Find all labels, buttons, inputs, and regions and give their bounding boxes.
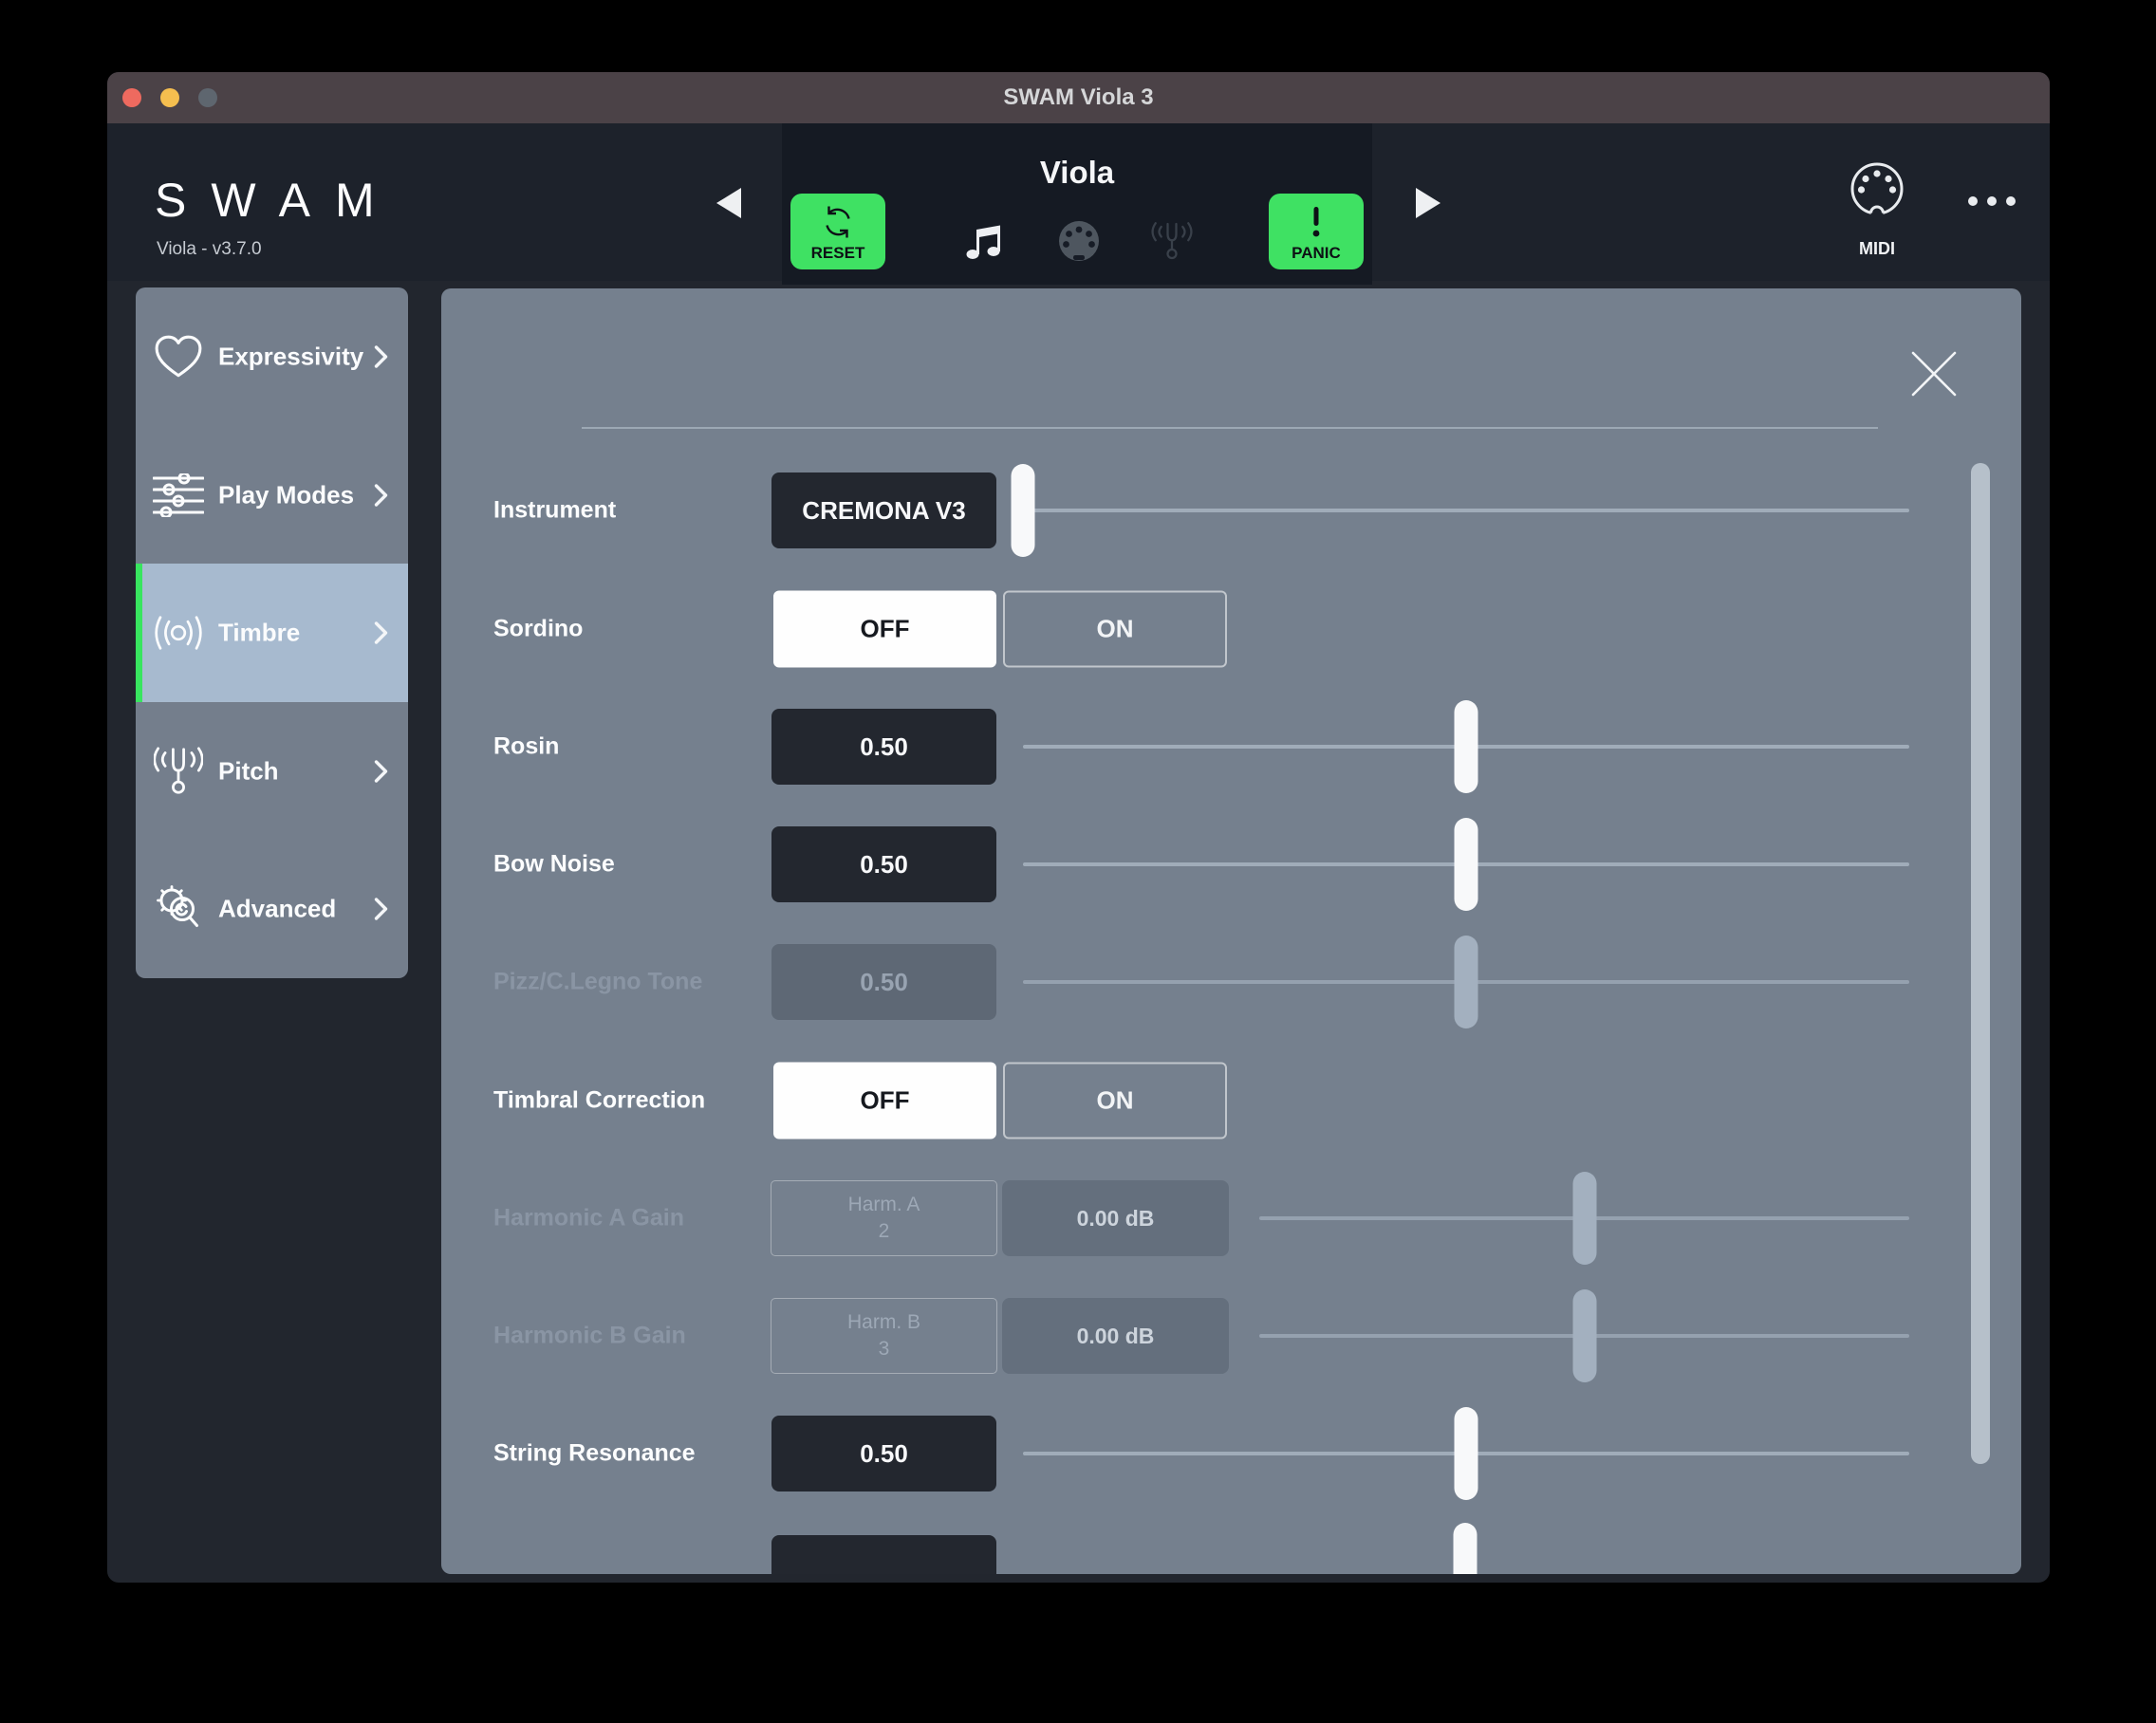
chevron-right-icon — [374, 345, 388, 369]
off-button[interactable]: OFF — [773, 590, 996, 668]
param-label: Rosin — [493, 732, 560, 760]
midi-label: MIDI — [1859, 239, 1895, 258]
reset-button[interactable]: RESET — [790, 194, 885, 269]
panel-scrollbar[interactable] — [1971, 463, 1990, 1464]
header-bar: SWAM Viola - v3.7.0 Viola RESET PANIC — [107, 123, 2050, 285]
midi-din-icon[interactable] — [1058, 220, 1100, 262]
slider-handle[interactable] — [1454, 1407, 1478, 1500]
param-row-instrument: Instrument CREMONA V3 — [441, 452, 2021, 569]
mixer-icon — [151, 465, 206, 526]
param-value-button[interactable]: CREMONA V3 — [771, 472, 996, 548]
param-value-button[interactable]: 0.50 — [771, 709, 996, 785]
param-row-pizz-c-legno-tone: Pizz/C.Legno Tone 0.50 — [441, 923, 2021, 1041]
panic-button[interactable]: PANIC — [1269, 194, 1364, 269]
slider-handle[interactable] — [1572, 1289, 1596, 1382]
slider-handle[interactable] — [1454, 936, 1478, 1028]
param-value-button[interactable]: 0.50 — [771, 944, 996, 1020]
sidebar-item-label: Expressivity — [218, 342, 364, 371]
timbre-icon — [151, 602, 206, 663]
sidebar-item-label: Play Modes — [218, 480, 355, 509]
sidebar-item-label: Pitch — [218, 756, 279, 786]
sidebar-item-play-modes[interactable]: Play Modes — [136, 426, 408, 565]
music-note-icon[interactable] — [963, 220, 1005, 262]
tuning-fork-icon — [151, 741, 206, 802]
param-value-button[interactable] — [771, 1535, 996, 1574]
param-row-partial — [441, 1512, 2021, 1574]
titlebar: SWAM Viola 3 — [107, 72, 2050, 123]
chevron-right-icon — [374, 483, 388, 507]
slider-handle[interactable] — [1011, 464, 1035, 557]
panic-label: PANIC — [1292, 244, 1341, 262]
panic-icon — [1297, 203, 1335, 246]
param-label: String Resonance — [493, 1439, 696, 1467]
preset-center-block: Viola RESET PANIC — [782, 123, 1372, 285]
window-title: SWAM Viola 3 — [1003, 84, 1154, 110]
timbre-panel: Instrument CREMONA V3 Sordino OFF ON Rosin 0.5… — [441, 288, 2021, 1574]
param-value-button[interactable]: 0.50 — [771, 1416, 996, 1491]
slider-handle[interactable] — [1454, 818, 1478, 911]
advanced-icon — [151, 879, 206, 939]
menu-dots-button[interactable] — [1968, 196, 2016, 206]
next-preset-arrow[interactable] — [1416, 188, 1440, 218]
close-traffic-button[interactable] — [122, 88, 141, 107]
chevron-right-icon — [374, 898, 388, 921]
sidebar-item-label: Timbre — [218, 618, 301, 647]
sidebar-item-expressivity[interactable]: Expressivity — [136, 287, 408, 426]
sidebar-item-timbre[interactable]: Timbre — [136, 564, 408, 703]
param-label: Sordino — [493, 615, 584, 642]
slider-handle[interactable] — [1572, 1172, 1596, 1265]
swam-logo: SWAM — [155, 174, 400, 227]
prev-preset-arrow[interactable] — [716, 188, 741, 218]
on-button[interactable]: ON — [1003, 1062, 1227, 1139]
param-row-rosin: Rosin 0.50 — [441, 688, 2021, 806]
param-row-harmonic-b-gain: Harmonic B Gain Harm. B 3 0.00 dB — [441, 1277, 2021, 1395]
chevron-right-icon — [374, 759, 388, 783]
off-button[interactable]: OFF — [773, 1062, 996, 1139]
param-label: Bow Noise — [493, 850, 615, 878]
version-label: Viola - v3.7.0 — [157, 239, 262, 259]
tuning-fork-icon-header[interactable] — [1151, 220, 1193, 262]
plugin-window: SWAM Viola 3 SWAM Viola - v3.7.0 Viola R… — [107, 72, 2050, 1583]
reset-label: RESET — [810, 244, 865, 262]
slider-handle[interactable] — [1453, 1523, 1478, 1574]
reset-icon — [819, 203, 857, 246]
slider-track[interactable] — [1023, 509, 1909, 512]
sidebar-item-advanced[interactable]: Advanced — [136, 840, 408, 978]
sidebar-item-label: Advanced — [218, 894, 337, 923]
midi-icon[interactable] — [1849, 161, 1905, 225]
heart-icon — [151, 326, 206, 387]
param-row-harmonic-a-gain: Harmonic A Gain Harm. A 2 0.00 dB — [441, 1159, 2021, 1277]
param-value-button[interactable]: 0.50 — [771, 826, 996, 902]
chevron-right-icon — [374, 621, 388, 645]
zoom-traffic-button[interactable] — [198, 88, 217, 107]
param-label: Timbral Correction — [493, 1086, 706, 1114]
close-panel-icon[interactable] — [1909, 349, 1959, 398]
param-label: Instrument — [493, 496, 617, 524]
param-row-timbral-correction: Timbral Correction OFF ON — [441, 1042, 2021, 1159]
param-label: Harmonic A Gain — [493, 1204, 684, 1232]
harmonic-db-button[interactable]: 0.00 dB — [1002, 1180, 1229, 1256]
param-label: Harmonic B Gain — [493, 1322, 686, 1349]
preset-name: Viola — [1039, 155, 1115, 190]
param-row-bow-noise: Bow Noise 0.50 — [441, 806, 2021, 923]
minimize-traffic-button[interactable] — [160, 88, 179, 107]
param-row-string-resonance: String Resonance 0.50 — [441, 1395, 2021, 1512]
harmonic-db-button[interactable]: 0.00 dB — [1002, 1298, 1229, 1374]
param-row-sordino: Sordino OFF ON — [441, 570, 2021, 688]
on-button[interactable]: ON — [1003, 590, 1227, 668]
sidebar: Expressivity Play Modes Timbre Pitch Advance… — [136, 287, 408, 978]
sidebar-item-pitch[interactable]: Pitch — [136, 702, 408, 841]
panel-divider — [582, 427, 1878, 429]
slider-handle[interactable] — [1454, 700, 1478, 793]
param-label: Pizz/C.Legno Tone — [493, 968, 703, 995]
